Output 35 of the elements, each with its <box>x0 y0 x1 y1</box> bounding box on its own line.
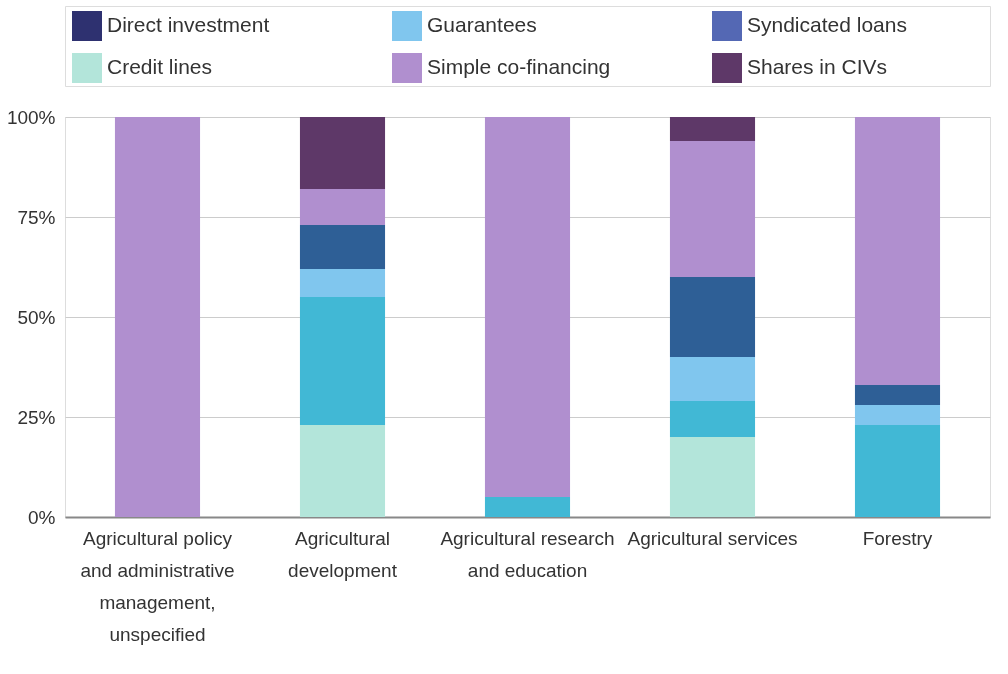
y-tick-label: 50% <box>17 306 56 328</box>
x-tick-label: Agricultural policy and administrative management, unspecified <box>80 527 235 645</box>
bar <box>114 117 201 517</box>
legend-label: Shares in CIVs <box>747 55 888 78</box>
y-tick-label: 75% <box>17 206 56 228</box>
legend-label: Direct investment <box>107 13 270 36</box>
bar <box>484 117 571 497</box>
bar <box>299 425 386 517</box>
bar <box>854 385 941 405</box>
bar <box>669 117 756 141</box>
x-tick-label: Agricultural development <box>288 527 398 581</box>
bar <box>854 117 941 385</box>
bar <box>299 189 386 225</box>
x-tick-label: Forestry <box>862 527 933 549</box>
bar <box>669 437 756 517</box>
x-tick-label: Agricultural services <box>627 527 798 549</box>
y-tick-label: 25% <box>17 406 56 428</box>
legend-label: Syndicated loans <box>747 13 907 36</box>
legend-label: Simple co-financing <box>427 55 611 78</box>
bar <box>299 225 386 269</box>
bar <box>669 401 756 437</box>
legend-label: Credit lines <box>107 55 213 78</box>
y-tick-label: 0% <box>28 506 56 528</box>
bar <box>854 405 941 425</box>
bar <box>669 277 756 357</box>
x-tick-label: Agricultural research and education <box>440 527 615 581</box>
bar <box>669 141 756 277</box>
bar <box>484 497 571 517</box>
bar <box>854 425 941 517</box>
bar <box>669 357 756 401</box>
legend-label: Guarantees <box>427 13 537 36</box>
bar <box>299 117 386 189</box>
bar <box>299 297 386 425</box>
bar <box>299 269 386 297</box>
y-tick-label: 100% <box>6 106 56 128</box>
